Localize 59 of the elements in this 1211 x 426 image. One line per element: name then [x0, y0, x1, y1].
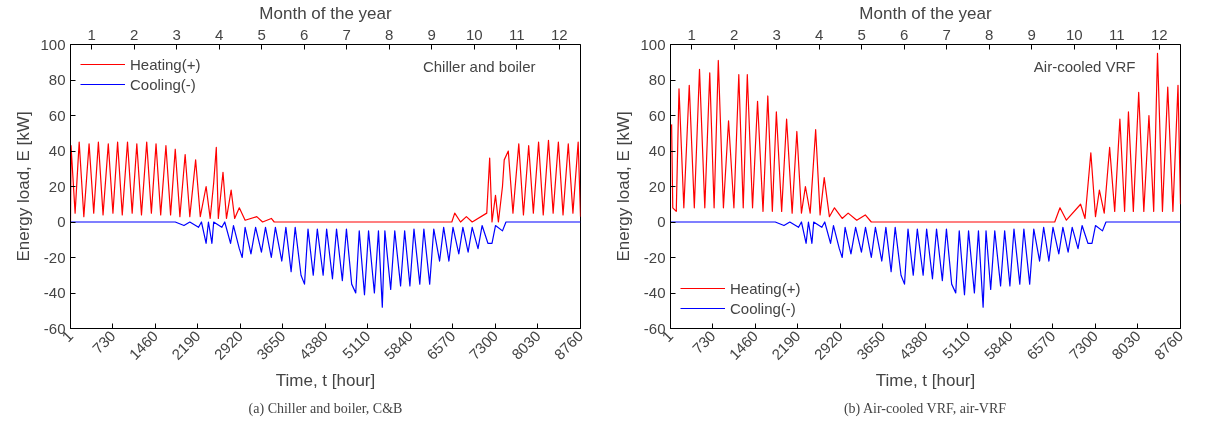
x2-tick-label: 3	[172, 25, 181, 43]
x2-tick-label: 12	[1150, 25, 1168, 43]
x2-tick-label: 11	[1108, 25, 1125, 43]
legend-label: Cooling(-)	[130, 75, 196, 93]
y-tick-label: 60	[48, 106, 66, 124]
y-tick-label: 0	[657, 213, 666, 230]
text: (b) Air-cooled VRF, air-VRF	[843, 400, 1007, 417]
y-tick-label: 100	[640, 35, 666, 53]
y-axis-title: Energy load, E [kW]	[14, 111, 34, 262]
x-axis-title: Time, t [hour]	[275, 371, 376, 391]
x2-tick-label: 11	[508, 25, 525, 43]
line-series	[671, 52, 1181, 223]
x2-tick-label: 1	[687, 25, 696, 43]
x2-tick-label: 12	[550, 25, 568, 43]
x2-tick-label: 9	[427, 25, 436, 43]
x-tick-label: 730	[688, 327, 719, 357]
x2-tick-label: 10	[1065, 25, 1083, 43]
text: (a) Chiller and boiler, C&B	[248, 400, 403, 417]
line-series	[70, 139, 581, 223]
legend-label: Heating(+)	[130, 55, 201, 73]
x2-axis-title: Month of the year	[859, 3, 992, 23]
y-tick-label: 80	[648, 71, 666, 88]
x2-tick-label: 10	[465, 25, 483, 43]
x2-tick-label: 2	[130, 25, 139, 43]
x2-tick-label: 4	[815, 25, 824, 43]
x2-tick-label: 7	[942, 25, 951, 43]
legend-label: Cooling(-)	[730, 299, 796, 317]
x-axis-title: Time, t [hour]	[875, 371, 976, 391]
y-tick-label: 60	[648, 106, 666, 124]
x2-tick-label: 5	[857, 25, 866, 43]
x2-tick-label: 3	[772, 25, 781, 43]
x2-tick-label: 9	[1027, 25, 1036, 43]
legend-label: Heating(+)	[730, 279, 801, 297]
y-tick-label: -20	[43, 248, 66, 266]
y-tick-label: 40	[648, 142, 666, 159]
y-tick-label: -40	[43, 284, 66, 301]
x2-tick-label: 2	[730, 25, 739, 43]
y-tick-label: 40	[48, 142, 66, 159]
y-tick-label: 20	[48, 177, 66, 195]
x2-tick-label: 7	[342, 25, 351, 43]
y-tick-label: 80	[48, 71, 66, 88]
y-tick-label: 0	[57, 213, 66, 230]
annotation: Chiller and boiler	[422, 57, 536, 75]
x2-tick-label: 6	[900, 25, 909, 43]
x-tick-label: 730	[88, 327, 119, 357]
x2-tick-label: 6	[300, 25, 309, 43]
x2-tick-label: 8	[385, 25, 394, 43]
y-tick-label: -40	[643, 284, 666, 301]
x2-tick-label: 4	[215, 25, 224, 43]
x2-axis-title: Month of the year	[259, 3, 392, 23]
y-axis-title: Energy load, E [kW]	[614, 111, 634, 262]
y-tick-label: 100	[40, 35, 66, 53]
y-tick-label: 20	[648, 177, 666, 195]
y-tick-label: -20	[643, 248, 666, 266]
x2-tick-label: 5	[257, 25, 266, 43]
x2-tick-label: 8	[985, 25, 994, 43]
x2-tick-label: 1	[87, 25, 96, 43]
annotation: Air-cooled VRF	[1033, 57, 1136, 75]
line-series	[70, 221, 581, 308]
